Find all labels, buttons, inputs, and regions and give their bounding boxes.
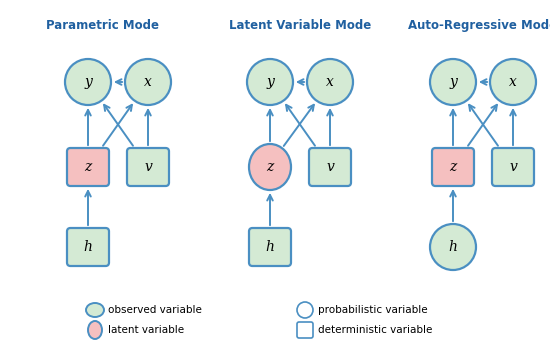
- Ellipse shape: [490, 59, 536, 105]
- FancyBboxPatch shape: [249, 228, 291, 266]
- FancyBboxPatch shape: [67, 148, 109, 186]
- Text: z: z: [449, 160, 456, 174]
- Text: x: x: [326, 75, 334, 89]
- Text: latent variable: latent variable: [108, 325, 184, 335]
- Text: Latent Variable Mode: Latent Variable Mode: [229, 19, 371, 32]
- Text: Parametric Mode: Parametric Mode: [47, 19, 159, 32]
- Text: y: y: [449, 75, 457, 89]
- Text: y: y: [266, 75, 274, 89]
- Text: v: v: [326, 160, 334, 174]
- Ellipse shape: [125, 59, 171, 105]
- Ellipse shape: [247, 59, 293, 105]
- FancyBboxPatch shape: [297, 322, 313, 338]
- Text: observed variable: observed variable: [108, 305, 202, 315]
- Text: h: h: [84, 240, 92, 254]
- Ellipse shape: [88, 321, 102, 339]
- Text: x: x: [509, 75, 517, 89]
- Ellipse shape: [86, 303, 104, 317]
- FancyBboxPatch shape: [127, 148, 169, 186]
- Text: h: h: [266, 240, 274, 254]
- FancyBboxPatch shape: [492, 148, 534, 186]
- Text: probabilistic variable: probabilistic variable: [318, 305, 428, 315]
- Text: z: z: [84, 160, 92, 174]
- Ellipse shape: [430, 59, 476, 105]
- Text: h: h: [449, 240, 458, 254]
- Text: y: y: [84, 75, 92, 89]
- Text: deterministic variable: deterministic variable: [318, 325, 432, 335]
- FancyBboxPatch shape: [432, 148, 474, 186]
- Ellipse shape: [430, 224, 476, 270]
- FancyBboxPatch shape: [309, 148, 351, 186]
- Ellipse shape: [307, 59, 353, 105]
- Text: z: z: [266, 160, 274, 174]
- Text: Auto-Regressive Mode: Auto-Regressive Mode: [409, 19, 550, 32]
- Text: x: x: [144, 75, 152, 89]
- Ellipse shape: [297, 302, 313, 318]
- Text: v: v: [144, 160, 152, 174]
- Ellipse shape: [65, 59, 111, 105]
- Text: v: v: [509, 160, 517, 174]
- Ellipse shape: [249, 144, 291, 190]
- FancyBboxPatch shape: [67, 228, 109, 266]
